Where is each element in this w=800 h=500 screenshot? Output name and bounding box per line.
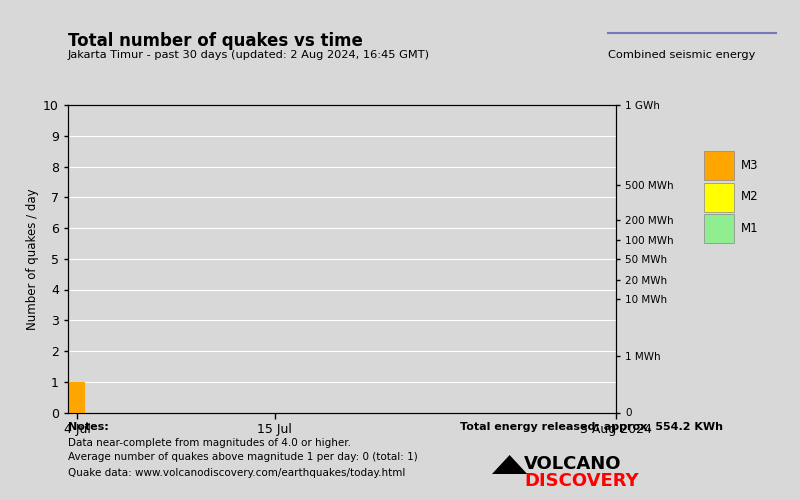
Bar [69, 382, 85, 412]
Text: Average number of quakes above magnitude 1 per day: 0 (total: 1): Average number of quakes above magnitude… [68, 452, 418, 462]
Text: Quake data: www.volcanodiscovery.com/earthquakes/today.html: Quake data: www.volcanodiscovery.com/ear… [68, 468, 406, 477]
Text: Notes:: Notes: [68, 422, 109, 432]
Text: M3: M3 [741, 159, 758, 172]
Text: Jakarta Timur - past 30 days (updated: 2 Aug 2024, 16:45 GMT): Jakarta Timur - past 30 days (updated: 2… [68, 50, 430, 60]
Text: M2: M2 [741, 190, 758, 203]
Y-axis label: Number of quakes / day: Number of quakes / day [26, 188, 39, 330]
Text: Data near-complete from magnitudes of 4.0 or higher.: Data near-complete from magnitudes of 4.… [68, 438, 351, 448]
Text: Total number of quakes vs time: Total number of quakes vs time [68, 32, 363, 50]
Text: Total energy released: approx. 554.2 KWh: Total energy released: approx. 554.2 KWh [460, 422, 723, 432]
Text: Combined seismic energy: Combined seismic energy [608, 50, 755, 60]
Text: M1: M1 [741, 222, 758, 235]
Text: DISCOVERY: DISCOVERY [524, 472, 638, 490]
Text: VOLCANO: VOLCANO [524, 455, 622, 473]
